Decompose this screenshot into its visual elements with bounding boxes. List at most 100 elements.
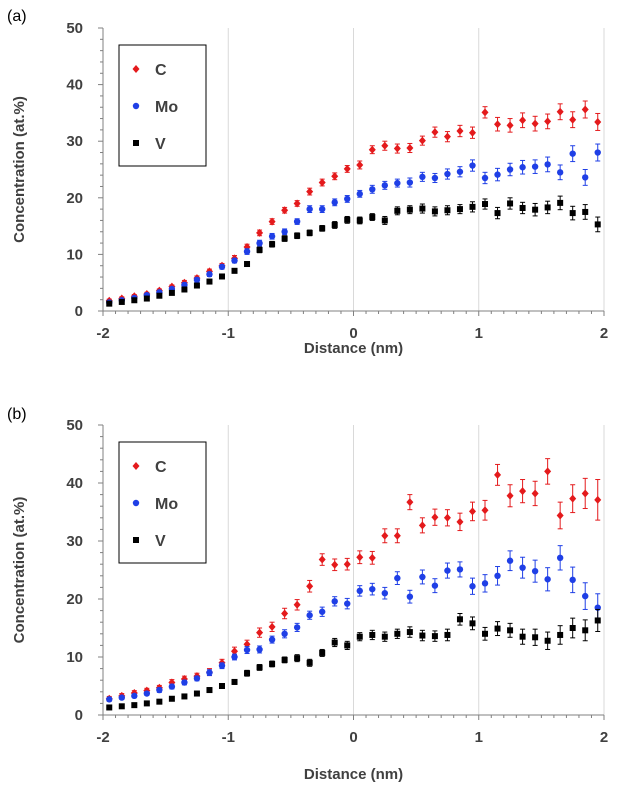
data-point: [243, 646, 251, 654]
legend-marker: [132, 462, 140, 470]
data-point: [156, 686, 163, 694]
data-point: [394, 574, 401, 582]
data-point: [131, 702, 138, 709]
data-point: [581, 105, 589, 114]
data-point: [569, 625, 576, 631]
data-point: [456, 517, 464, 526]
data-point: [456, 566, 464, 573]
data-point: [419, 173, 426, 181]
x-tick-label: -2: [96, 325, 109, 342]
data-point: [218, 273, 225, 280]
x-tick-label: -1: [222, 729, 235, 746]
data-point: [256, 246, 263, 253]
data-point: [507, 627, 514, 634]
data-point: [519, 204, 526, 211]
legend-marker: [133, 537, 139, 543]
data-point: [293, 600, 301, 609]
data-point: [482, 630, 489, 637]
y-tick-label: 30: [66, 533, 83, 550]
data-point: [481, 580, 489, 587]
data-point: [168, 289, 175, 296]
data-point: [419, 632, 426, 639]
data-point: [143, 700, 150, 707]
data-point: [106, 704, 113, 711]
data-point: [544, 117, 552, 126]
data-point: [507, 200, 514, 207]
x-tick-label: 2: [600, 325, 608, 342]
data-point: [544, 576, 551, 583]
data-point: [519, 564, 526, 571]
data-point: [256, 664, 263, 671]
data-point: [594, 221, 601, 228]
data-point: [594, 617, 601, 624]
legend-label: V: [155, 136, 166, 153]
data-point: [168, 683, 176, 690]
data-point: [256, 628, 264, 637]
data-point: [256, 228, 264, 237]
y-tick-label: 40: [66, 475, 83, 492]
data-point: [318, 608, 326, 615]
legend-marker: [132, 102, 140, 110]
data-point: [343, 164, 351, 173]
data-point: [419, 573, 426, 581]
data-point: [331, 639, 338, 646]
data-point: [569, 494, 577, 503]
data-point: [331, 199, 338, 206]
x-tick-label: -1: [222, 325, 235, 342]
legend-marker: [133, 140, 139, 146]
data-point: [406, 498, 414, 507]
data-point: [206, 278, 213, 285]
data-point: [293, 199, 301, 208]
panel-label: (b): [7, 406, 27, 423]
data-point: [456, 206, 463, 213]
data-point: [444, 567, 451, 574]
data-point: [156, 292, 163, 299]
data-point: [231, 653, 238, 661]
data-point: [318, 178, 326, 187]
data-point: [582, 627, 589, 634]
data-point: [444, 631, 451, 638]
data-point: [569, 210, 576, 217]
data-point: [506, 557, 514, 564]
data-point: [556, 554, 564, 562]
y-tick-label: 50: [66, 20, 83, 37]
data-point: [206, 669, 213, 676]
data-point: [419, 205, 426, 212]
data-point: [281, 630, 288, 637]
data-point: [469, 583, 476, 590]
data-point: [369, 214, 376, 221]
legend: C Mo V: [118, 44, 207, 167]
data-point: [368, 553, 376, 562]
data-point: [443, 132, 451, 141]
chart-panel-a: (a) 0 10 20 30 40 50 -2 -1 0 1 2 Distance (nm) Concen…: [7, 8, 608, 357]
data-point: [381, 531, 389, 540]
data-point: [231, 267, 238, 274]
data-point: [468, 128, 476, 137]
data-point: [306, 187, 314, 196]
data-point: [356, 217, 363, 224]
x-tick-label: 0: [349, 325, 357, 342]
series-mo: [106, 545, 601, 703]
data-point: [368, 145, 376, 154]
data-point: [557, 199, 564, 206]
data-point: [506, 166, 514, 173]
data-point: [268, 636, 276, 643]
data-point: [268, 217, 276, 226]
data-point: [394, 179, 401, 187]
y-tick-label: 50: [66, 417, 83, 434]
data-point: [218, 683, 225, 689]
data-point: [481, 506, 489, 515]
data-point: [494, 120, 502, 129]
data-point: [231, 257, 238, 264]
data-point: [494, 625, 501, 632]
data-point: [281, 609, 289, 618]
y-axis-title: Concentration (at.%): [11, 497, 28, 644]
data-point: [594, 117, 602, 126]
data-point: [369, 186, 376, 193]
data-point: [269, 660, 276, 667]
data-point: [131, 297, 138, 304]
data-point: [243, 248, 251, 255]
data-point: [519, 116, 527, 125]
data-point: [381, 590, 389, 597]
